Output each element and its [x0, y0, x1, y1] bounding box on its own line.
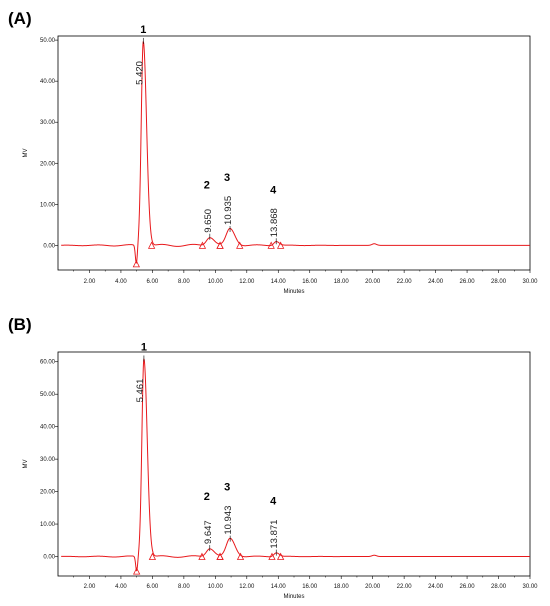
integration-marker: [268, 552, 276, 560]
peak-number: 1: [141, 341, 147, 353]
x-tick-label: 30.00: [522, 584, 538, 590]
y-tick-label: 30.00: [40, 120, 56, 126]
peak-number: 2: [204, 491, 210, 503]
integration-marker: [236, 241, 244, 249]
x-tick-label: 30.00: [522, 279, 538, 285]
y-axis-title: MV: [23, 149, 29, 158]
plot-frame: [57, 351, 531, 577]
x-axis-title: Minutes: [283, 594, 304, 600]
x-tick-label: 14.00: [271, 279, 287, 285]
x-tick-label: 16.00: [302, 279, 318, 285]
x-tick-label: 18.00: [334, 584, 350, 590]
integration-marker: [147, 241, 156, 249]
x-tick-label: 22.00: [397, 279, 413, 285]
y-tick-label: 40.00: [40, 425, 56, 431]
x-tick-label: 10.00: [208, 584, 224, 590]
x-tick-label: 28.00: [491, 584, 507, 590]
x-tick-label: 2.00: [84, 584, 96, 590]
y-axis-title: MV: [23, 460, 29, 469]
x-tick-label: 14.00: [271, 584, 287, 590]
panel-label-b: (B): [8, 315, 32, 334]
integration-marker: [216, 552, 224, 560]
x-tick-label: 10.00: [208, 279, 224, 285]
integration-marker: [216, 241, 224, 249]
chromatogram-b: (B) 0.00 10.00 20.00 30.00 40.00 50.00 60.00 2.…: [8, 315, 538, 600]
retention-time-label: 13.868: [269, 208, 280, 237]
integration-marker: [133, 567, 141, 575]
integration-marker: [276, 552, 285, 560]
y-tick-label: 0.00: [43, 555, 55, 561]
x-tick-label: 6.00: [147, 584, 159, 590]
peak-number: 4: [270, 496, 277, 508]
integration-marker: [198, 552, 206, 560]
x-axis-title: Minutes: [283, 289, 304, 295]
retention-time-label: 13.871: [269, 520, 280, 549]
y-tick-label: 60.00: [40, 360, 56, 366]
x-tick-label: 12.00: [239, 279, 255, 285]
x-tick-label: 26.00: [460, 279, 476, 285]
plot-frame: [57, 35, 531, 271]
x-tick-label: 24.00: [428, 279, 444, 285]
x-tick-label: 28.00: [491, 279, 507, 285]
x-tick-label: 16.00: [302, 584, 318, 590]
integration-marker: [198, 241, 207, 249]
y-tick-label: 50.00: [40, 38, 56, 44]
retention-time-label: 9.647: [203, 520, 214, 544]
peak-number: 3: [224, 482, 230, 494]
x-tick-label: 8.00: [178, 279, 190, 285]
chromatogram-trace: [61, 40, 530, 264]
y-tick-label: 50.00: [40, 392, 56, 398]
x-tick-label: 26.00: [460, 584, 476, 590]
x-tick-label: 2.00: [84, 279, 96, 285]
x-tick-label: 6.00: [147, 279, 159, 285]
peak-number: 2: [204, 180, 210, 192]
integration-marker: [132, 259, 140, 268]
x-tick-label: 12.00: [239, 584, 255, 590]
y-tick-label: 40.00: [40, 79, 56, 85]
y-tick-label: 10.00: [40, 522, 56, 528]
y-tick-label: 10.00: [40, 202, 56, 208]
y-tick-label: 30.00: [40, 457, 56, 463]
integration-marker: [148, 552, 157, 560]
y-tick-label: 20.00: [40, 161, 56, 167]
x-tick-label: 8.00: [178, 584, 190, 590]
peak-number: 4: [270, 184, 277, 196]
integration-marker: [267, 241, 275, 249]
chromatogram-trace: [61, 358, 530, 572]
retention-time-label: 9.650: [203, 209, 214, 233]
integration-marker: [236, 552, 245, 560]
x-tick-label: 20.00: [365, 279, 381, 285]
retention-time-label: 5.461: [135, 379, 146, 403]
x-tick-label: 4.00: [115, 279, 127, 285]
chromatogram-a: (A) 0.00 10.00 20.00 30.00 40.00 50.00 2.00 4.0…: [8, 9, 538, 295]
peak-number: 1: [140, 24, 146, 36]
x-tick-label: 24.00: [428, 584, 444, 590]
panel-label-a: (A): [8, 9, 32, 28]
x-tick-label: 18.00: [334, 279, 350, 285]
integration-marker: [276, 241, 285, 249]
y-tick-label: 0.00: [43, 243, 55, 249]
x-tick-label: 20.00: [365, 584, 381, 590]
x-tick-label: 22.00: [397, 584, 413, 590]
retention-time-label: 10.943: [223, 506, 234, 535]
retention-time-label: 10.935: [223, 196, 234, 225]
retention-time-label: 5.420: [134, 61, 145, 85]
x-tick-label: 4.00: [115, 584, 127, 590]
y-tick-label: 20.00: [40, 490, 56, 496]
peak-number: 3: [224, 172, 230, 184]
